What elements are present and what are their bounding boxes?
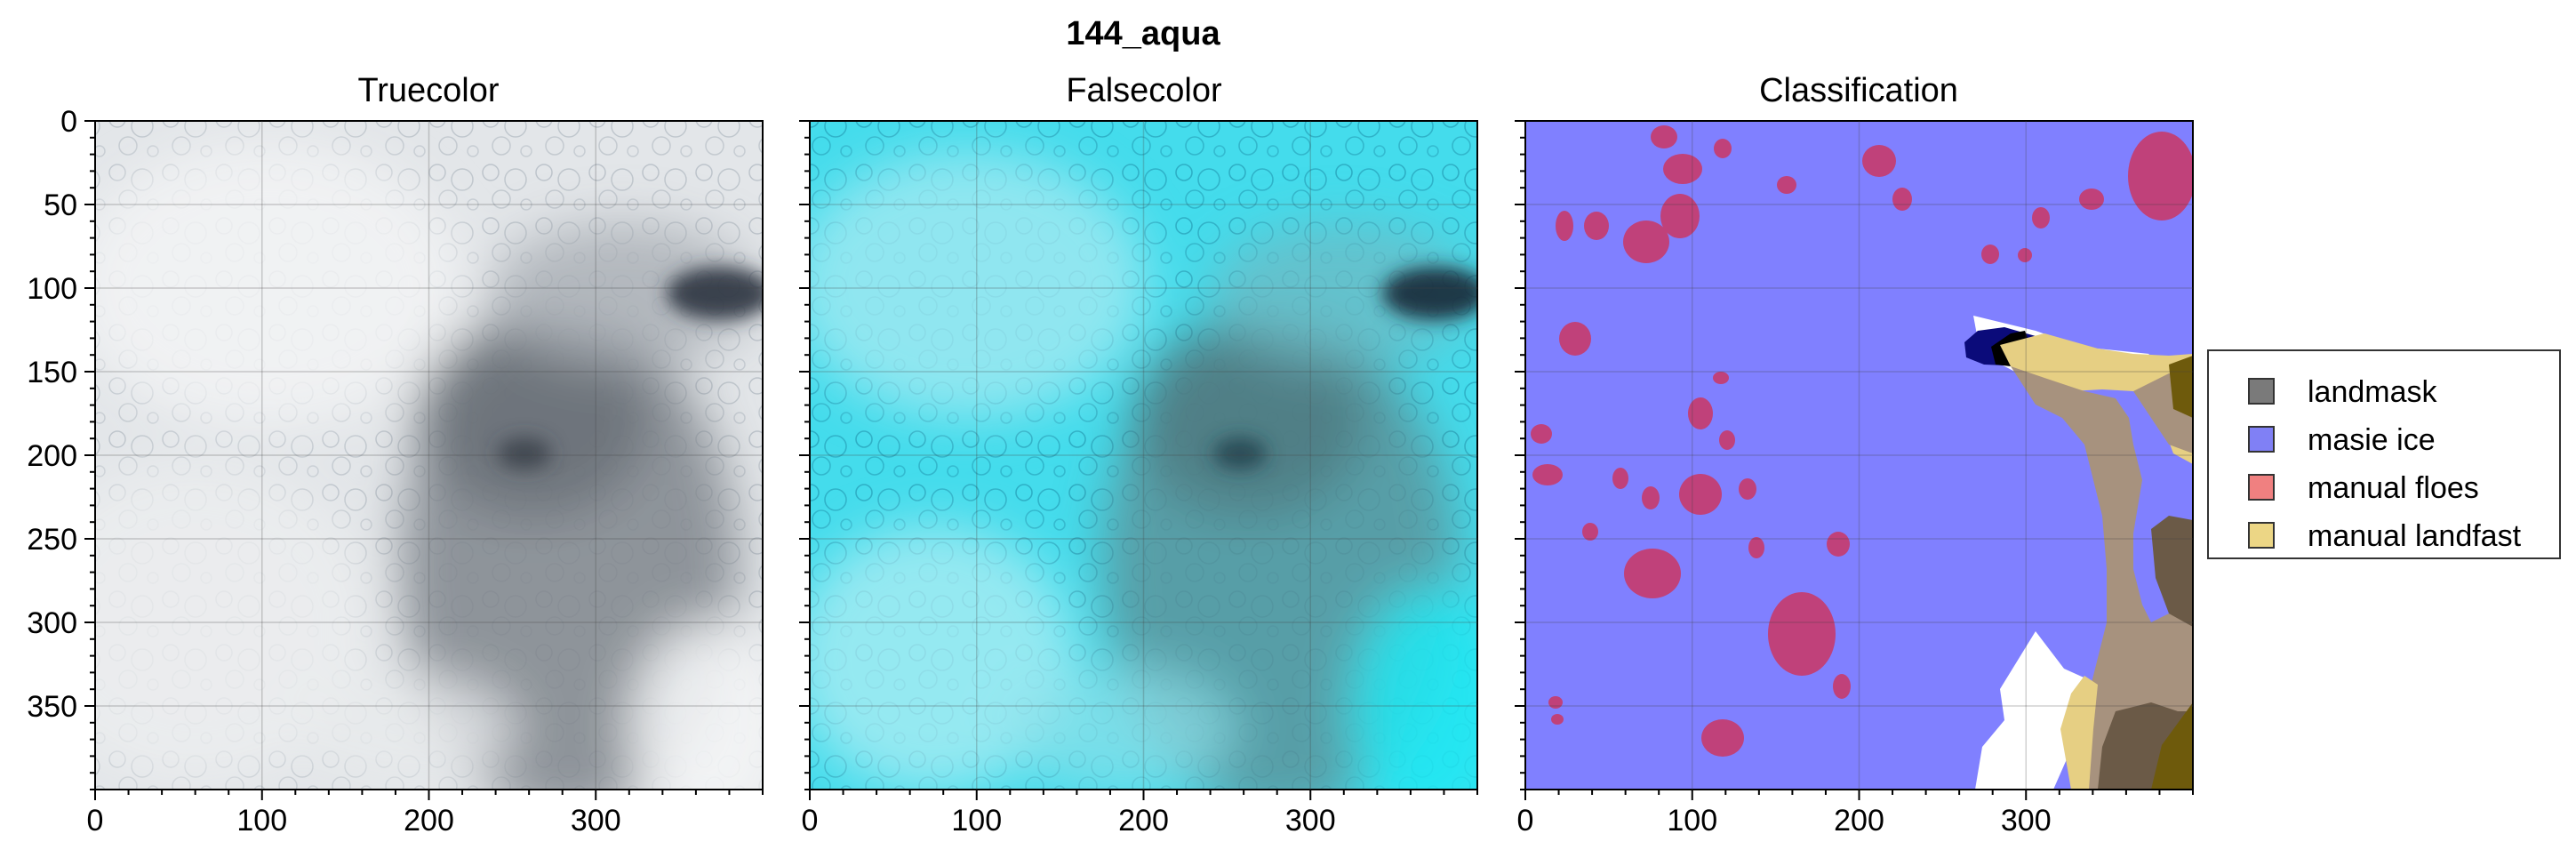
land-region [2011,366,2193,790]
y-tick-label: 300 [27,606,77,640]
x-axis-ticks: 0 100 200 300 [802,790,1478,838]
legend-item: manual floes [2248,471,2479,505]
classification-image [1525,121,2193,790]
y-tick-label: 200 [27,439,77,473]
y-axis-ticks [1515,120,1525,790]
landfast-region [2060,676,2098,790]
grid [1525,121,2193,790]
panel-classification: Classification [1515,72,2194,838]
x-tick-label: 200 [1118,804,1169,838]
legend-swatch [2248,426,2275,453]
legend-label: manual landfast [2308,519,2522,553]
x-tick-label: 0 [1517,804,1534,838]
legend: landmask masie ice manual floes manual land… [2207,349,2561,559]
y-tick-label: 0 [60,105,77,139]
y-tick-label: 350 [27,690,77,724]
panel-falsecolor: Falsecolor 0 100 200 300 [799,72,1478,838]
legend-swatch [2248,522,2275,549]
x-tick-label: 200 [404,804,454,838]
legend-item: masie ice [2248,423,2436,457]
legend-swatch [2248,378,2275,405]
legend-label: masie ice [2308,423,2436,457]
x-tick-label: 0 [87,804,104,838]
landfast-on-land [2151,702,2193,790]
landfast-on-land [2151,516,2193,627]
x-tick-label: 300 [2001,804,2052,838]
legend-item: landmask [2248,375,2438,409]
x-tick-label: 300 [571,804,621,838]
legend-label: manual floes [2308,471,2479,505]
x-tick-label: 300 [1285,804,1336,838]
legend-items: landmask masie ice manual floes manual land… [2248,375,2522,553]
y-tick-label: 250 [27,523,77,557]
grid [810,121,1477,790]
truecolor-image [95,121,763,790]
grid [95,121,763,790]
landfast-on-land [2169,356,2193,418]
manual-floes [1531,125,2193,757]
figure-title: 144_aqua [1066,15,1220,52]
y-axis-ticks [799,120,810,790]
landfast-region [2000,333,2193,464]
panel-title-truecolor: Truecolor [357,72,499,109]
legend-item: manual landfast [2248,519,2522,553]
legend-label: landmask [2308,375,2438,409]
legend-swatch [2248,474,2275,501]
x-tick-label: 100 [236,804,287,838]
x-axis-ticks: 0 100 200 300 [87,790,764,838]
x-tick-label: 200 [1834,804,1884,838]
panel-title-classification: Classification [1759,72,1958,109]
x-tick-label: 100 [1667,804,1717,838]
y-axis-ticks: 0 50 100 150 200 250 300 350 [27,105,95,790]
y-tick-label: 100 [27,272,77,306]
y-tick-label: 150 [27,356,77,389]
falsecolor-image [810,121,1477,790]
panel-title-falsecolor: Falsecolor [1066,72,1222,109]
panel-truecolor: Truecolor 0 50 100 150 200 250 300 350 0 100 200 3… [27,72,764,838]
x-axis-ticks: 0 100 200 300 [1517,790,2194,838]
x-tick-label: 100 [951,804,1002,838]
y-tick-label: 50 [44,188,77,222]
x-tick-label: 0 [802,804,819,838]
